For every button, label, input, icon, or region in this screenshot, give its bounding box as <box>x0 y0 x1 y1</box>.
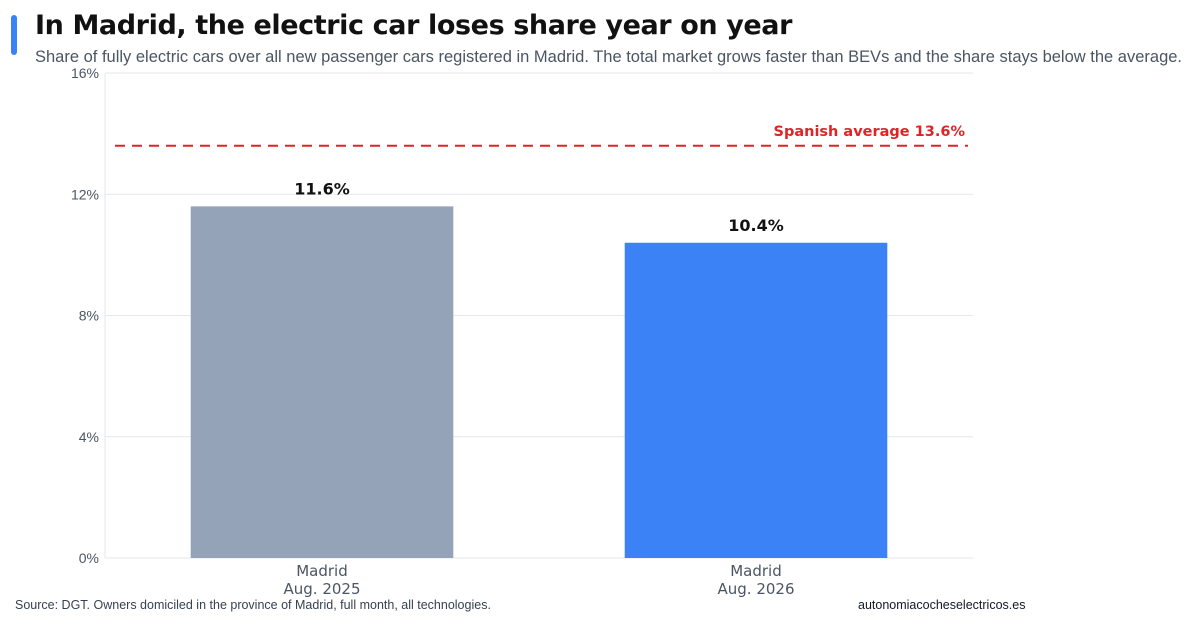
x-category-label: Aug. 2026 <box>718 580 795 598</box>
y-tick-label: 4% <box>79 429 99 445</box>
reference-line-label: Spanish average 13.6% <box>774 124 966 140</box>
x-category-label: Aug. 2025 <box>284 580 361 598</box>
bar <box>190 206 454 558</box>
x-category-label: Madrid <box>296 562 348 580</box>
x-category-label: Madrid <box>730 562 782 580</box>
bar-value-label: 10.4% <box>728 216 784 235</box>
chart-subtitle: Share of fully electric cars over all ne… <box>35 48 1183 66</box>
bar <box>624 242 888 558</box>
site-credit: autonomiacocheselectricos.es <box>858 598 1026 612</box>
y-tick-label: 12% <box>71 186 99 202</box>
y-tick-label: 8% <box>79 308 99 324</box>
title-accent-bar <box>11 15 17 55</box>
chart-title: In Madrid, the electric car loses share … <box>35 10 793 41</box>
y-tick-label: 16% <box>71 65 99 81</box>
bar-value-label: 11.6% <box>294 179 350 198</box>
source-note: Source: DGT. Owners domiciled in the pro… <box>15 598 491 612</box>
y-tick-label: 0% <box>79 550 99 566</box>
